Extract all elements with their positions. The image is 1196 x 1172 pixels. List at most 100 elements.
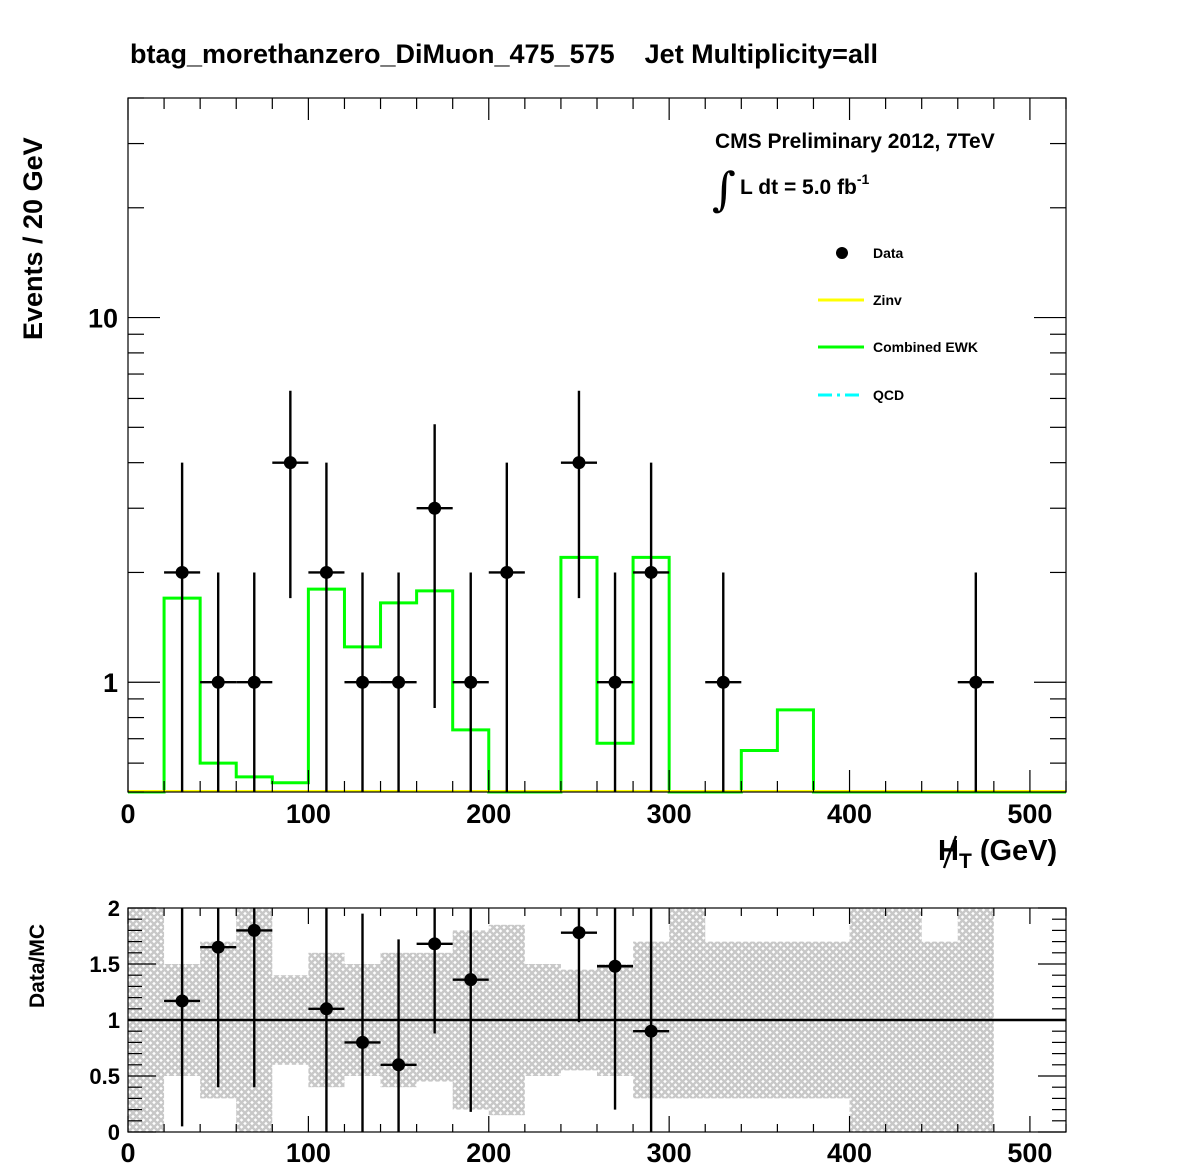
data-point-marker	[356, 675, 369, 689]
x-tick-label: 300	[647, 799, 692, 829]
data-point	[164, 462, 201, 792]
ratio-point	[560, 908, 597, 1023]
data-point	[633, 462, 670, 792]
ratio-point-marker	[211, 940, 225, 954]
legend-entry-data: Data	[836, 245, 904, 261]
ratio-y-tick-label: 1.5	[89, 952, 120, 977]
x-tick-label: 0	[120, 799, 135, 829]
x-tick-label: 400	[827, 799, 872, 829]
ratio-x-tick-label: 0	[120, 1138, 135, 1168]
main-y-tick-labels: 1 10	[88, 304, 118, 699]
ratio-point	[380, 939, 417, 1132]
ratio-point	[633, 908, 670, 1132]
data-point	[705, 572, 742, 792]
luminosity-exponent: -1	[857, 171, 870, 187]
data-point-marker	[247, 675, 261, 689]
data-point	[272, 390, 309, 599]
uncertainty-band-bin	[669, 908, 706, 1099]
data-point	[597, 572, 634, 792]
data-point-marker	[175, 565, 189, 579]
data-point	[236, 572, 273, 792]
x-tick-label: 200	[466, 799, 511, 829]
ratio-data-points	[164, 908, 670, 1132]
ratio-point-marker	[428, 937, 442, 951]
data-point-marker	[319, 565, 333, 579]
legend-data-marker	[836, 247, 848, 259]
ratio-point-marker	[572, 926, 586, 940]
legend: Data Zinv Combined EWK QCD	[818, 245, 978, 403]
legend-entry-combined-ewk: Combined EWK	[818, 339, 978, 355]
ratio-point-marker	[392, 1058, 406, 1072]
svg-text:HT (GeV): HT (GeV)	[938, 835, 1057, 873]
combined-ewk-line	[128, 555, 1066, 794]
data-point	[957, 572, 994, 792]
data-point	[560, 390, 597, 599]
data-point-marker	[572, 456, 586, 470]
ratio-y-tick-label: 2	[108, 896, 120, 921]
ratio-point	[344, 913, 381, 1132]
ratio-y-tick-label: 1	[108, 1008, 120, 1033]
data-point-marker	[464, 675, 478, 689]
ratio-y-tick-label: 0	[108, 1120, 120, 1145]
data-point-marker	[644, 565, 658, 579]
ratio-point	[452, 908, 489, 1112]
y-axis-label: Events / 20 GeV	[18, 137, 48, 340]
legend-combined-ewk-label: Combined EWK	[873, 339, 978, 355]
data-point-marker	[969, 675, 983, 689]
ratio-x-tick-label: 500	[1007, 1138, 1052, 1168]
ratio-y-tick-labels: 0 0.5 1 1.5 2	[89, 896, 120, 1145]
y-tick-label: 10	[88, 304, 118, 334]
ratio-point-marker	[464, 973, 478, 987]
ratio-x-tick-label: 300	[647, 1138, 692, 1168]
data-points	[164, 390, 994, 792]
ratio-point	[164, 908, 201, 1127]
data-point-marker	[211, 675, 225, 689]
chart-title: btag_morethanzero_DiMuon_475_575 Jet Mul…	[130, 39, 878, 69]
ratio-point	[236, 908, 273, 1088]
ratio-plot-panel: 0 100 200 300 400 500 0 0.5 1 1.5 2 Data/MC	[26, 896, 1067, 1168]
data-point	[308, 462, 345, 792]
ratio-point-marker	[356, 1035, 369, 1049]
data-point	[488, 462, 525, 792]
data-point-marker	[283, 456, 297, 470]
legend-entry-zinv: Zinv	[818, 292, 902, 308]
integral-sign: ∫	[712, 162, 736, 216]
legend-entry-qcd: QCD	[818, 387, 904, 403]
legend-zinv-label: Zinv	[873, 292, 902, 308]
ratio-x-tick-labels: 0 100 200 300 400 500	[120, 1138, 1052, 1168]
ratio-point-marker	[319, 1002, 333, 1016]
ratio-x-tick-label: 400	[827, 1138, 872, 1168]
data-point-marker	[608, 675, 622, 689]
ratio-point	[597, 908, 634, 1110]
data-point-marker	[428, 501, 442, 515]
data-point	[380, 572, 417, 792]
x-tick-label: 100	[286, 799, 331, 829]
ratio-y-axis-label: Data/MC	[26, 924, 49, 1008]
legend-qcd-label: QCD	[873, 387, 904, 403]
x-axis-label: HT (GeV)	[938, 835, 1057, 873]
main-plot-panel: 0 100 200 300 400 500 1 10 Events / 20 GeV HT …	[18, 97, 1067, 873]
data-point	[200, 572, 237, 792]
combined-ewk-histogram	[128, 555, 1066, 794]
ratio-y-tick-label: 0.5	[89, 1064, 120, 1089]
data-point	[416, 424, 453, 708]
x-axis-label-unit: (GeV)	[972, 835, 1057, 867]
uncertainty-band-bin	[921, 941, 958, 1132]
luminosity-label: L dt = 5.0 fb-1	[740, 171, 870, 199]
ratio-point-marker	[175, 994, 189, 1008]
ratio-point-marker	[247, 923, 261, 937]
data-point-marker	[392, 675, 406, 689]
data-point	[452, 572, 489, 792]
ratio-axis-ticks	[127, 907, 1067, 1133]
ratio-point	[416, 908, 453, 1034]
x-axis-label-subscript: T	[959, 850, 972, 873]
ratio-point	[200, 908, 237, 1088]
x-tick-label: 500	[1007, 799, 1052, 829]
ratio-point	[308, 908, 345, 1132]
ratio-point-marker	[644, 1024, 658, 1038]
main-x-tick-labels: 0 100 200 300 400 500	[120, 799, 1052, 829]
missing-energy-slash	[942, 835, 958, 869]
ratio-x-tick-label: 100	[286, 1138, 331, 1168]
cms-preliminary-label: CMS Preliminary 2012, 7TeV	[715, 130, 995, 153]
main-axis-ticks	[127, 97, 1067, 793]
